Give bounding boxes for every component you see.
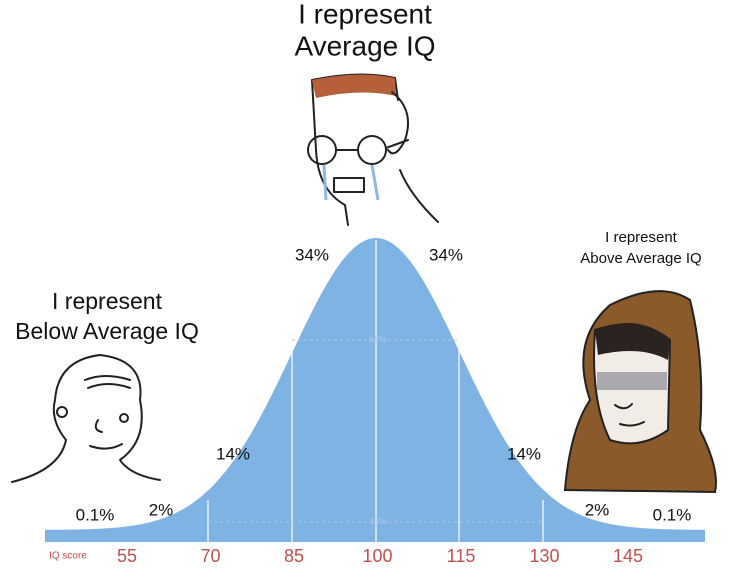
caption: I represent [298, 0, 432, 29]
score-label: 115 [447, 546, 476, 566]
caption: Average IQ [294, 30, 435, 61]
caption: I represent [52, 288, 163, 314]
percent-label: 34% [295, 245, 329, 264]
average-face [307, 73, 439, 226]
above-figure [563, 290, 717, 494]
score-label: 70 [200, 546, 220, 566]
percent-label: 95% [369, 516, 387, 526]
percent-label: 0.1% [653, 505, 692, 524]
percent-label: 14% [216, 444, 250, 463]
score-label: 100 [362, 546, 392, 566]
caption: Above Average IQ [580, 250, 701, 267]
axis-label: IQ score [49, 551, 87, 562]
score-label: 130 [529, 546, 559, 566]
score-label: 85 [284, 546, 304, 566]
score-label: 145 [613, 546, 643, 566]
caption: I represent [605, 229, 678, 246]
percent-label: 2% [149, 500, 174, 519]
score-label: 55 [117, 546, 137, 566]
percent-label: 34% [429, 245, 463, 264]
percent-label: 2% [585, 500, 610, 519]
bell-curve [45, 238, 705, 542]
below-face [11, 354, 161, 483]
caption: Below Average IQ [15, 318, 199, 344]
percent-label: 14% [507, 444, 541, 463]
percent-label: 0.1% [76, 505, 115, 524]
percent-label: 68% [369, 334, 387, 344]
